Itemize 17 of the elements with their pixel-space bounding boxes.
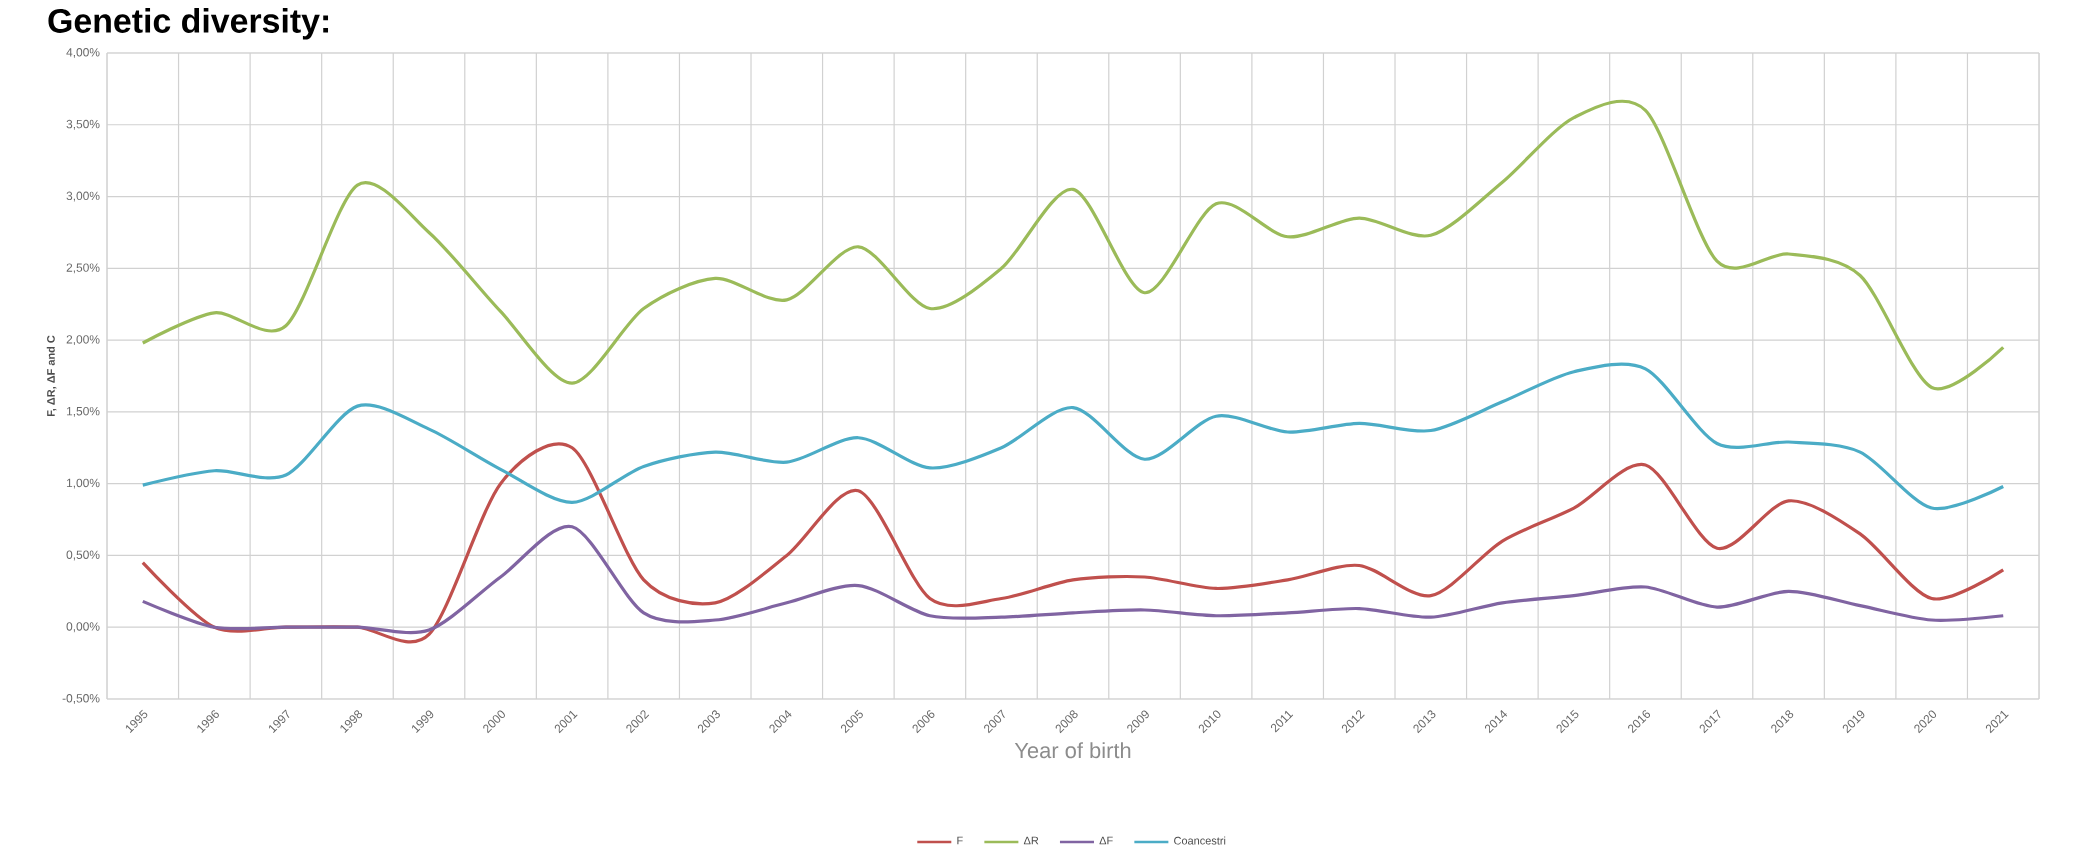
legend-label: Coancestri bbox=[1174, 836, 1226, 845]
chart-title: Genetic diversity: bbox=[48, 7, 329, 40]
y-tick-label: 3,50% bbox=[66, 119, 100, 130]
y-axis-title: F, ΔR, ΔF and C bbox=[46, 335, 57, 416]
legend-label: ΔF bbox=[1099, 836, 1113, 845]
y-tick-label: 2,50% bbox=[66, 263, 100, 274]
y-tick-label: 0,50% bbox=[66, 550, 100, 561]
y-tick-label: 3,00% bbox=[66, 191, 100, 202]
legend-label: F bbox=[957, 836, 963, 845]
y-tick-label: 0,00% bbox=[66, 622, 100, 632]
x-axis-title: Year of birth bbox=[1014, 741, 1131, 759]
y-tick-label: 1,50% bbox=[66, 406, 100, 417]
y-tick-label: 2,00% bbox=[66, 334, 100, 345]
y-tick-label: 4,00% bbox=[66, 47, 100, 58]
legend-label: ΔR bbox=[1023, 836, 1039, 845]
y-tick-label: 1,00% bbox=[66, 478, 100, 489]
y-tick-label: -0,50% bbox=[62, 693, 100, 704]
